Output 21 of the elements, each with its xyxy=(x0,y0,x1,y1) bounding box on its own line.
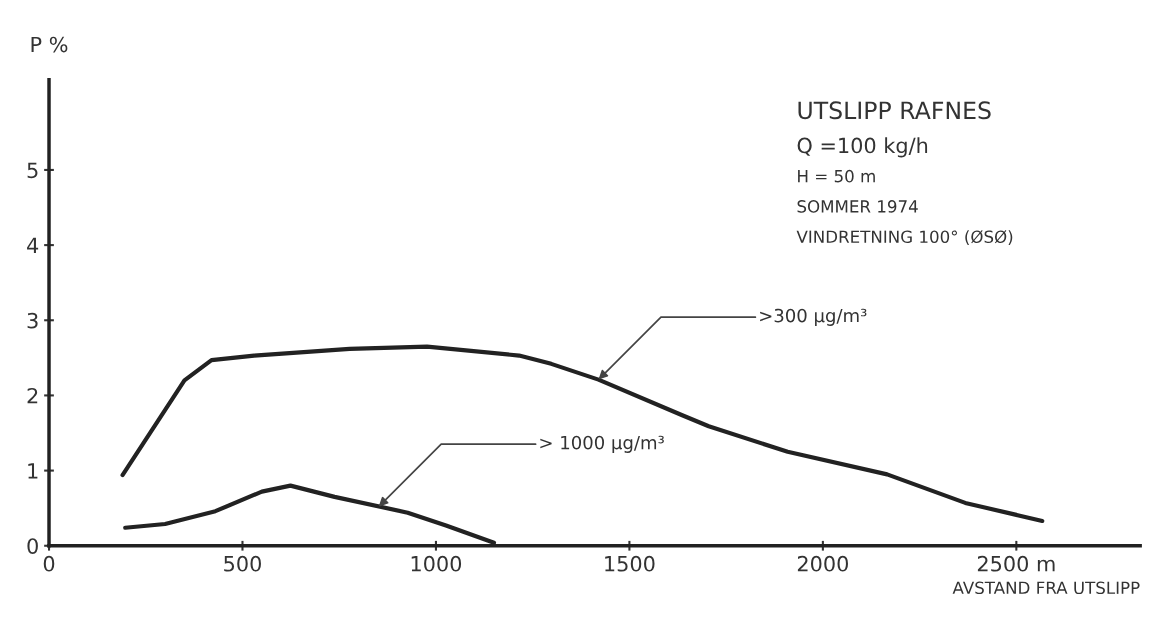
annotation: Q =100 kg/h xyxy=(797,137,928,158)
x-axis-title: AVSTAND FRA UTSLIPP xyxy=(952,581,1140,595)
x-tick-label: 2000 xyxy=(797,555,848,572)
y-tick-label: 5 xyxy=(27,162,38,179)
x-tick-label: 500 xyxy=(224,555,261,572)
y-tick-label: 1 xyxy=(28,463,38,479)
y-axis-title: P % xyxy=(31,36,68,53)
annotation: > 1000 μg/m³ xyxy=(540,435,664,453)
text: UTSLIPP RAFNES xyxy=(798,101,991,120)
x-tick-label: 2500 m xyxy=(977,555,1055,572)
x-tick-label: 0 xyxy=(43,555,55,572)
y-tick-label: 3 xyxy=(27,312,38,329)
annotation: VINDRETNING 100° (ØSØ) xyxy=(796,230,1013,245)
y-tick-label: 0 xyxy=(27,538,38,554)
annotation: H = 50 m xyxy=(798,169,875,183)
x-tick-label: 1000 xyxy=(411,555,462,572)
annotation: SOMMER 1974 xyxy=(797,200,918,213)
annotation: >300 μg/m³ xyxy=(760,308,867,326)
y-tick-label: 2 xyxy=(27,387,38,404)
y-tick-label: 4 xyxy=(27,237,39,254)
x-tick-label: 1500 xyxy=(605,555,655,572)
